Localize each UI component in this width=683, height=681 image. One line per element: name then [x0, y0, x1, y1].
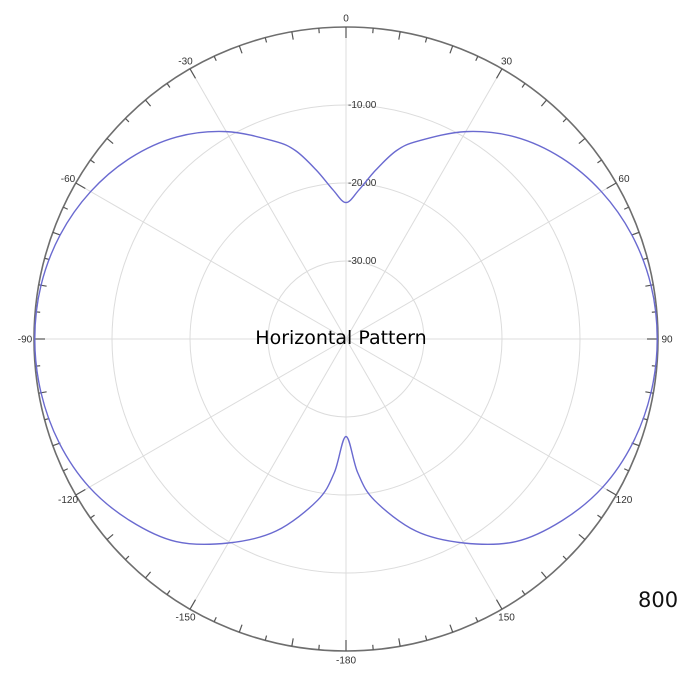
angle-tick-label: -30: [178, 57, 193, 68]
angle-tick: [166, 83, 171, 88]
angle-tick: [475, 616, 479, 623]
angle-tick: [597, 159, 602, 164]
angle-tick: [291, 31, 294, 40]
angle-tick-label: -90: [18, 335, 33, 346]
angle-tick: [578, 137, 586, 145]
angle-tick: [62, 468, 69, 472]
angle-tick: [398, 638, 401, 647]
angle-tick: [521, 590, 526, 595]
angle-tick: [623, 206, 630, 210]
angle-tick: [562, 555, 568, 561]
ring-gridline: [111, 104, 581, 574]
angle-tick: [189, 599, 197, 610]
angle-labels: 0 30 60 90 120 150 -180 -150 -120 -90 -60 -30: [18, 14, 673, 667]
ring-label: -20.00: [348, 178, 377, 189]
angle-tick: [645, 391, 654, 394]
ring-gridline: [189, 182, 503, 496]
angle-tick: [90, 159, 95, 164]
angle-tick-label: -120: [58, 495, 78, 506]
angle-tick-label: 0: [343, 14, 349, 25]
angle-tick: [562, 117, 568, 123]
angle-tick: [631, 231, 640, 236]
angle-tick: [144, 571, 152, 579]
angle-tick-label: -60: [61, 174, 76, 185]
angle-tick: [213, 616, 217, 623]
ring-label: -30.00: [348, 256, 377, 267]
angle-tick: [623, 468, 630, 472]
angle-tick-label: 90: [661, 335, 673, 346]
angle-tick: [238, 45, 243, 54]
angle-tick-label: -180: [336, 656, 356, 667]
angle-tick: [521, 83, 526, 88]
angle-tick: [449, 624, 454, 633]
angle-tick: [424, 635, 428, 641]
angle-tick: [540, 571, 548, 579]
angle-tick: [606, 182, 617, 190]
angle-tick: [597, 514, 602, 519]
angle-ticks: [34, 27, 658, 651]
angle-tick: [540, 99, 548, 107]
angle-tick: [264, 635, 268, 641]
angle-tick-label: 60: [618, 174, 630, 185]
angle-tick: [52, 231, 61, 236]
angle-tick: [449, 45, 454, 54]
angle-tick: [106, 137, 114, 145]
angle-tick: [38, 284, 47, 287]
ring-label: -10.00: [348, 100, 377, 111]
angle-tick: [124, 555, 130, 561]
angle-tick: [495, 68, 503, 79]
ring-labels: -30.00 -20.00 -10.00: [348, 100, 377, 267]
angle-tick: [38, 391, 47, 394]
angle-tick: [106, 533, 114, 541]
series-layer: [34, 130, 658, 546]
angle-tick: [189, 68, 197, 79]
angle-tick-label: -150: [175, 612, 195, 623]
angle-tick-label: 30: [501, 57, 513, 68]
angle-tick: [645, 284, 654, 287]
angle-tick: [75, 488, 86, 496]
pattern-line: [34, 130, 658, 546]
angle-tick: [475, 55, 479, 62]
chart-title: Horizontal Pattern: [255, 327, 426, 349]
angle-tick: [606, 488, 617, 496]
angle-tick: [144, 99, 152, 107]
angle-tick: [124, 117, 130, 123]
angle-tick-label: 120: [616, 495, 633, 506]
angle-tick: [90, 514, 95, 519]
frequency-label: 800: [638, 588, 679, 612]
angle-tick: [213, 55, 217, 62]
angle-tick-label: 150: [498, 612, 515, 623]
angle-tick: [238, 624, 243, 633]
ring-gridline: [267, 260, 425, 418]
angle-tick: [578, 533, 586, 541]
angle-tick: [398, 31, 401, 40]
angle-tick: [291, 638, 294, 647]
angle-tick: [264, 37, 268, 43]
angle-tick: [166, 590, 171, 595]
angle-tick: [75, 182, 86, 190]
angle-tick: [62, 206, 69, 210]
angle-tick: [495, 599, 503, 610]
angle-tick: [424, 37, 428, 43]
